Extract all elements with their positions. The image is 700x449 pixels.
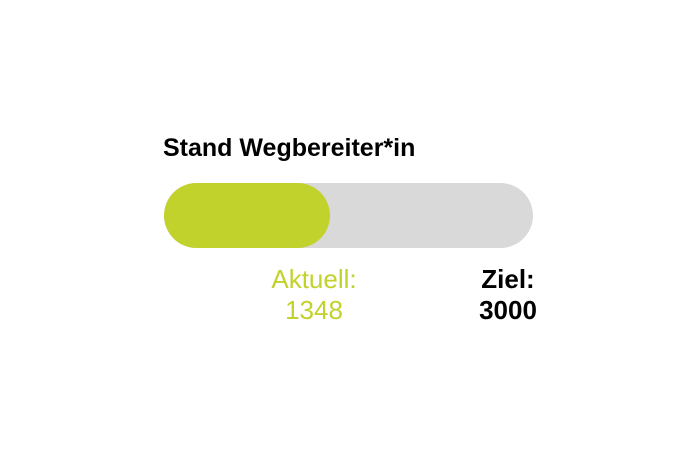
progress-bar-track bbox=[164, 183, 533, 248]
chart-title: Stand Wegbereiter*in bbox=[163, 134, 416, 162]
target-value: 3000 bbox=[479, 295, 537, 325]
current-value: 1348 bbox=[285, 295, 343, 325]
target-label: Ziel: bbox=[481, 264, 535, 294]
current-label: Aktuell: bbox=[271, 264, 357, 294]
progress-bar-fill bbox=[164, 183, 330, 248]
target-value-block: Ziel: 3000 bbox=[428, 264, 588, 326]
current-value-block: Aktuell: 1348 bbox=[234, 264, 394, 326]
